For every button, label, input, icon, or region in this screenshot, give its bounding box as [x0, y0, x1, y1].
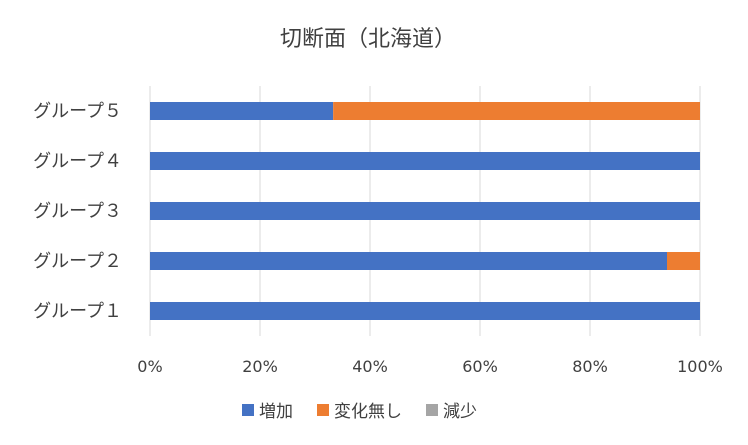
legend: 増加 変化無し 減少: [242, 402, 477, 422]
x-tick-label: 100%: [677, 357, 723, 376]
legend-label: 変化無し: [334, 402, 402, 422]
legend-swatch: [242, 404, 254, 416]
legend-swatch: [426, 404, 438, 416]
x-tick-label: 80%: [572, 357, 608, 376]
x-tick-label: 20%: [242, 357, 278, 376]
legend-swatch: [317, 404, 329, 416]
bars: [150, 102, 700, 320]
legend-label: 増加: [259, 402, 293, 422]
category-label: グループ１: [33, 301, 122, 322]
legend-label: 減少: [443, 402, 477, 422]
category-label: グループ４: [33, 151, 122, 172]
bar-segment: [333, 102, 700, 120]
x-tick-label: 40%: [352, 357, 388, 376]
x-tick-label: 60%: [462, 357, 498, 376]
bar-segment: [150, 202, 700, 220]
bar-segment: [150, 102, 334, 120]
chart-title: 切断面（北海道）: [280, 27, 456, 52]
bar-segment: [150, 302, 700, 320]
category-label: グループ５: [33, 101, 122, 122]
category-label: グループ２: [33, 251, 122, 272]
x-axis-tick-labels: 0% 20% 40% 60% 80% 100%: [137, 357, 723, 376]
category-label: グループ３: [33, 201, 122, 222]
bar-segment: [667, 252, 700, 270]
bar-segment: [150, 252, 667, 270]
x-tick-label: 0%: [137, 357, 162, 376]
category-labels: グループ１ グループ２ グループ３ グループ４ グループ５: [33, 101, 122, 322]
bar-segment: [150, 152, 700, 170]
